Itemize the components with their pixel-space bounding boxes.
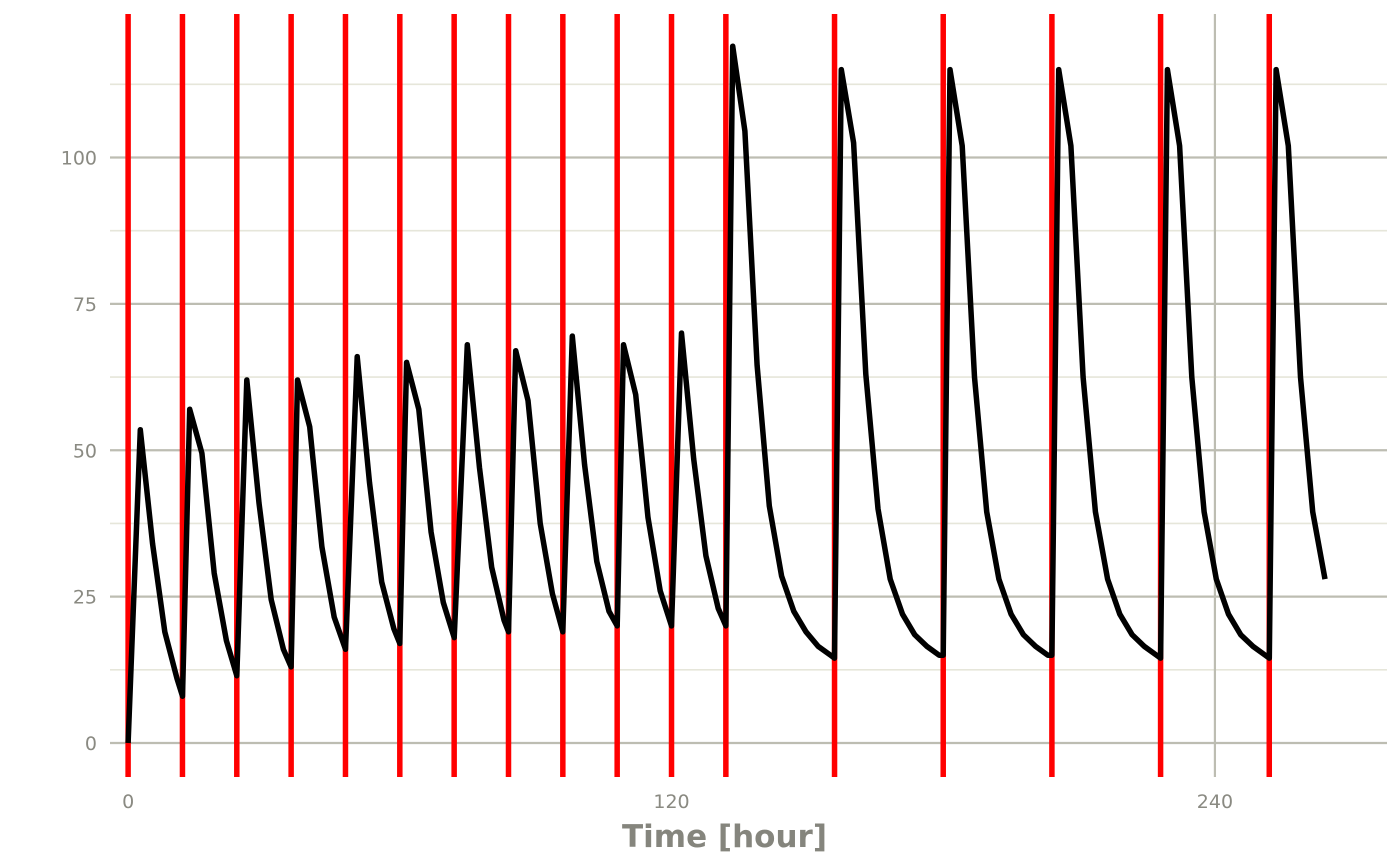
y-axis-tick-labels: 0 25 50 75 100 xyxy=(61,147,97,755)
x-tick-label: 0 xyxy=(122,791,134,813)
y-tick-label: 100 xyxy=(61,147,97,169)
y-tick-label: 0 xyxy=(85,733,97,755)
x-axis-tick-labels: 0 120 240 xyxy=(122,791,1233,813)
x-tick-label: 240 xyxy=(1197,791,1233,813)
x-axis-title: Time [hour] xyxy=(622,819,827,855)
concentration-series-line xyxy=(125,43,1328,744)
y-tick-label: 25 xyxy=(73,587,97,609)
y-tick-label: 50 xyxy=(73,440,97,462)
minor-gridlines xyxy=(110,83,1387,671)
y-tick-label: 75 xyxy=(73,294,97,316)
x-tick-label: 120 xyxy=(653,791,689,813)
